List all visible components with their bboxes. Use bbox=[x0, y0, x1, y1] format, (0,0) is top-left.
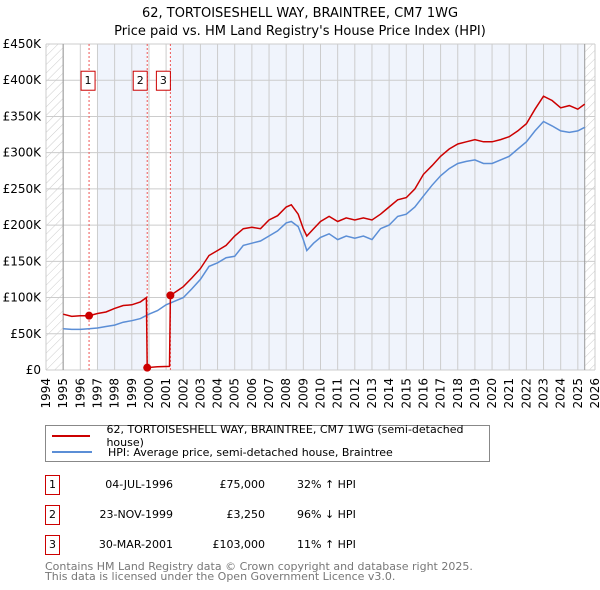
transaction-label: 3 bbox=[160, 74, 167, 87]
transaction-label: 1 bbox=[85, 74, 92, 87]
transaction-label-box bbox=[132, 70, 148, 91]
price-chart: 62, TORTOISESHELL WAY, BRAINTREE, CM7 1W… bbox=[3, 6, 600, 409]
x-tick-label: 2017 bbox=[434, 378, 448, 409]
x-tick-label: 2012 bbox=[348, 378, 362, 409]
y-tick-label: £450K bbox=[3, 37, 43, 51]
legend-label: HPI: Average price, semi-detached house,… bbox=[108, 445, 393, 459]
x-tick-label: 2001 bbox=[159, 378, 173, 409]
shaded-region bbox=[97, 44, 148, 370]
table-row: 3 30-MAR-2001 £103,000 11% ↑ HPI bbox=[45, 535, 495, 555]
x-tick-label: 2019 bbox=[468, 378, 482, 409]
legend-item-property: 62, TORTOISESHELL WAY, BRAINTREE, CM7 1W… bbox=[46, 423, 489, 449]
no-data-hatch-left bbox=[46, 44, 64, 370]
x-tick-label: 2000 bbox=[142, 378, 156, 409]
x-tick-label: 2015 bbox=[399, 378, 413, 409]
transaction-number: 3 bbox=[45, 535, 60, 555]
y-tick-label: £400K bbox=[3, 73, 43, 87]
transaction-number: 1 bbox=[45, 475, 60, 495]
y-tick-label: £300K bbox=[3, 146, 43, 160]
hpi-line bbox=[63, 120, 586, 331]
transaction-hpi: 96% ↓ HPI bbox=[297, 508, 356, 521]
y-tick-label: £50K bbox=[10, 327, 42, 341]
x-tick-label: 2004 bbox=[211, 378, 225, 409]
legend: 62, TORTOISESHELL WAY, BRAINTREE, CM7 1W… bbox=[45, 423, 490, 462]
table-row: 1 04-JUL-1996 £75,000 32% ↑ HPI bbox=[45, 475, 495, 495]
x-tick-label: 2002 bbox=[176, 378, 190, 409]
x-tick-label: 2021 bbox=[502, 378, 516, 409]
x-tick-label: 2018 bbox=[451, 378, 465, 409]
property-price-line bbox=[63, 95, 586, 369]
x-tick-label: 1996 bbox=[73, 378, 87, 409]
table-row: 2 23-NOV-1999 £3,250 96% ↓ HPI bbox=[45, 505, 495, 525]
transaction-hpi: 32% ↑ HPI bbox=[297, 478, 356, 491]
sale-point bbox=[143, 363, 152, 372]
x-tick-label: 2010 bbox=[314, 378, 328, 409]
shaded-region bbox=[170, 44, 585, 370]
x-tick-label: 2006 bbox=[245, 378, 259, 409]
x-tick-label: 2008 bbox=[279, 378, 293, 409]
y-tick-label: £350K bbox=[3, 109, 43, 123]
no-data-hatch-right bbox=[584, 44, 595, 370]
sale-point bbox=[166, 291, 175, 300]
legend-label: 62, TORTOISESHELL WAY, BRAINTREE, CM7 1W… bbox=[106, 423, 464, 449]
transaction-price: £103,000 bbox=[212, 538, 266, 551]
x-tick-label: 1997 bbox=[90, 378, 104, 409]
blue-line-swatch bbox=[52, 451, 92, 453]
y-tick-label: £0 bbox=[26, 363, 41, 377]
sale-point bbox=[85, 311, 94, 320]
x-tick-label: 2022 bbox=[519, 378, 533, 409]
transaction-price: £75,000 bbox=[219, 478, 266, 491]
y-tick-label: £250K bbox=[3, 182, 43, 196]
x-tick-label: 2005 bbox=[228, 378, 242, 409]
transaction-hpi: 11% ↑ HPI bbox=[297, 538, 356, 551]
x-tick-label: 2023 bbox=[537, 378, 551, 409]
legend-item-hpi: HPI: Average price, semi-detached house,… bbox=[46, 444, 393, 460]
transaction-date: 23-NOV-1999 bbox=[99, 508, 173, 521]
chart-title: 62, TORTOISESHELL WAY, BRAINTREE, CM7 1W… bbox=[142, 6, 458, 21]
x-tick-label: 1999 bbox=[125, 378, 139, 409]
x-tick-label: 2009 bbox=[296, 378, 310, 409]
chart-subtitle: Price paid vs. HM Land Registry's House … bbox=[114, 24, 486, 39]
x-tick-label: 1994 bbox=[39, 378, 53, 409]
x-tick-label: 2026 bbox=[588, 378, 600, 409]
transaction-label-box bbox=[155, 70, 171, 91]
x-tick-label: 2014 bbox=[382, 378, 396, 409]
footer-licence: This data is licensed under the Open Gov… bbox=[45, 570, 396, 583]
transaction-number: 2 bbox=[45, 505, 60, 525]
x-tick-label: 1995 bbox=[56, 378, 70, 409]
x-tick-label: 2003 bbox=[193, 378, 207, 409]
x-tick-label: 2024 bbox=[554, 378, 568, 409]
x-tick-label: 2013 bbox=[365, 378, 379, 409]
x-tick-label: 1998 bbox=[108, 378, 122, 409]
x-tick-label: 2011 bbox=[331, 378, 345, 409]
transaction-label: 2 bbox=[137, 74, 144, 87]
x-tick-label: 2020 bbox=[485, 378, 499, 409]
x-tick-label: 2016 bbox=[416, 378, 430, 409]
transaction-price: £3,250 bbox=[226, 508, 266, 521]
x-tick-label: 2025 bbox=[571, 378, 585, 409]
y-tick-label: £150K bbox=[3, 254, 43, 268]
x-tick-label: 2007 bbox=[262, 378, 276, 409]
transaction-date: 04-JUL-1996 bbox=[105, 478, 173, 491]
footer-copyright: Contains HM Land Registry data © Crown c… bbox=[45, 560, 473, 573]
y-tick-label: £200K bbox=[3, 218, 43, 232]
y-tick-label: £100K bbox=[3, 291, 43, 305]
transaction-label-box bbox=[80, 70, 96, 91]
transaction-date: 30-MAR-2001 bbox=[98, 538, 173, 551]
red-line-swatch bbox=[52, 435, 91, 437]
